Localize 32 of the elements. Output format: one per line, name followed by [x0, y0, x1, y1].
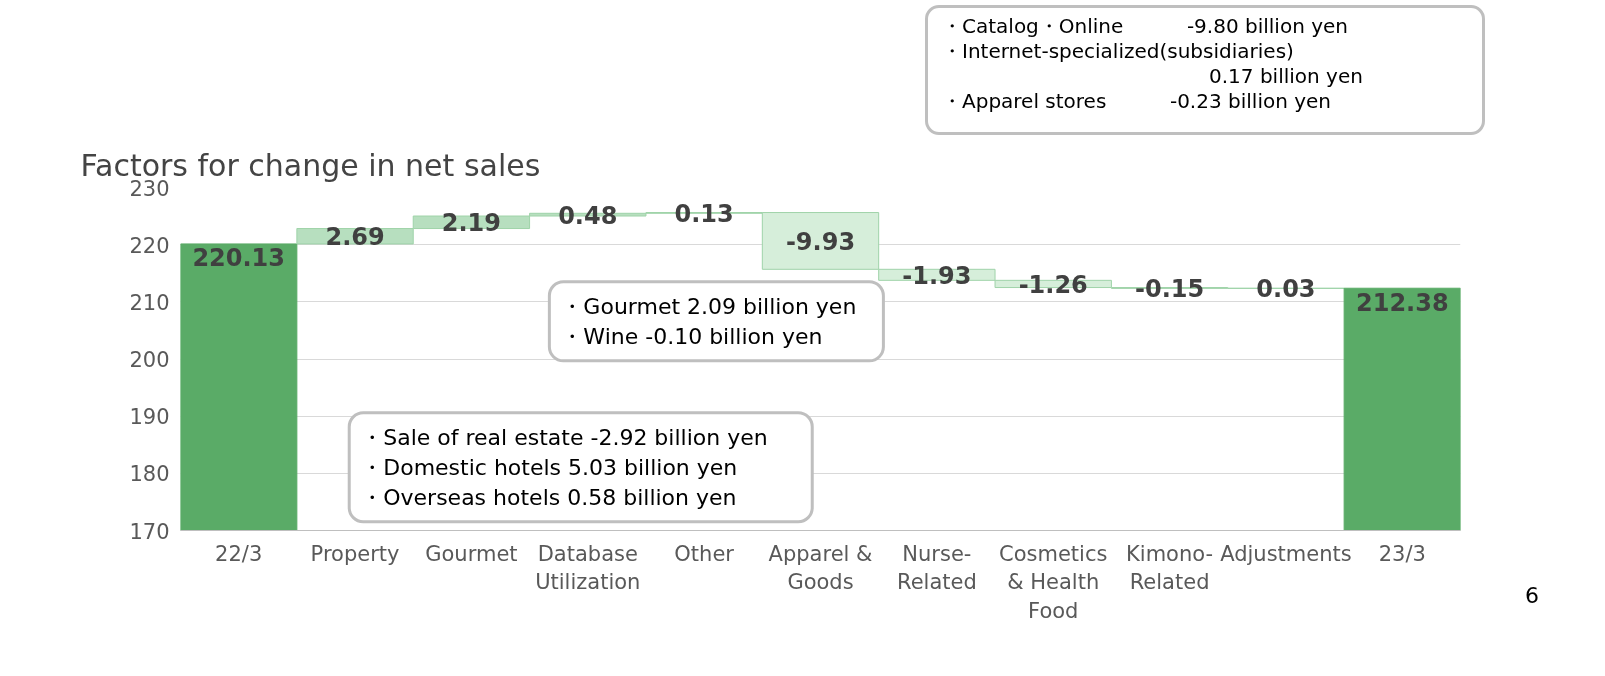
data-label: 212.38 [1356, 288, 1449, 317]
x-tick-label: Property [310, 541, 400, 566]
data-label: -1.93 [902, 261, 972, 290]
x-tick-label: Other [674, 541, 735, 566]
x-tick-label: Database Utilization [535, 541, 641, 595]
data-label: -0.15 [1135, 274, 1205, 303]
y-tick-label: 210 [129, 290, 170, 315]
x-tick-label: Kimono-Related [1126, 541, 1214, 595]
x-tick-label: Cosmetics & Health Food [999, 541, 1108, 624]
x-tick-label: Nurse-Related [896, 541, 977, 595]
annotation: ・Sale of real estate -2.92 billion yen ・Domestic hotels 5.03 billion yen ・Overseas hotels 0.58 billion yen [361, 424, 768, 510]
annotation: ・Gourmet 2.09 billion yen ・Wine -0.10 billion yen [561, 293, 857, 349]
data-label: 220.13 [192, 244, 285, 273]
data-label: 2.19 [441, 209, 502, 238]
text: ・Catalog・Online -9.80 billion yen ・Internet-specialized(subsidiaries) 0.17 billion yen ・Apparel stores -0.23 billion yen [942, 14, 1363, 114]
data-label: 0.13 [674, 199, 734, 228]
data-label: 0.03 [1256, 275, 1316, 304]
y-tick-label: 220 [129, 233, 170, 258]
x-tick-label: 23/3 [1378, 541, 1426, 566]
data-label: -1.26 [1018, 270, 1088, 299]
x-tick-label: Gourmet [425, 541, 518, 566]
data-label: -9.93 [785, 227, 856, 256]
text: 6 [1525, 582, 1539, 610]
data-label: 2.69 [325, 223, 385, 252]
y-tick-label: 190 [129, 405, 170, 430]
x-tick-label: Apparel & Goods [768, 541, 873, 595]
data-label: 0.48 [558, 201, 618, 230]
x-tick-label: Adjustments [1220, 541, 1352, 566]
y-tick-label: 180 [129, 462, 170, 487]
y-tick-label: 200 [129, 348, 170, 372]
x-tick-label: 22/3 [215, 541, 263, 566]
y-tick-label: 170 [129, 519, 170, 544]
